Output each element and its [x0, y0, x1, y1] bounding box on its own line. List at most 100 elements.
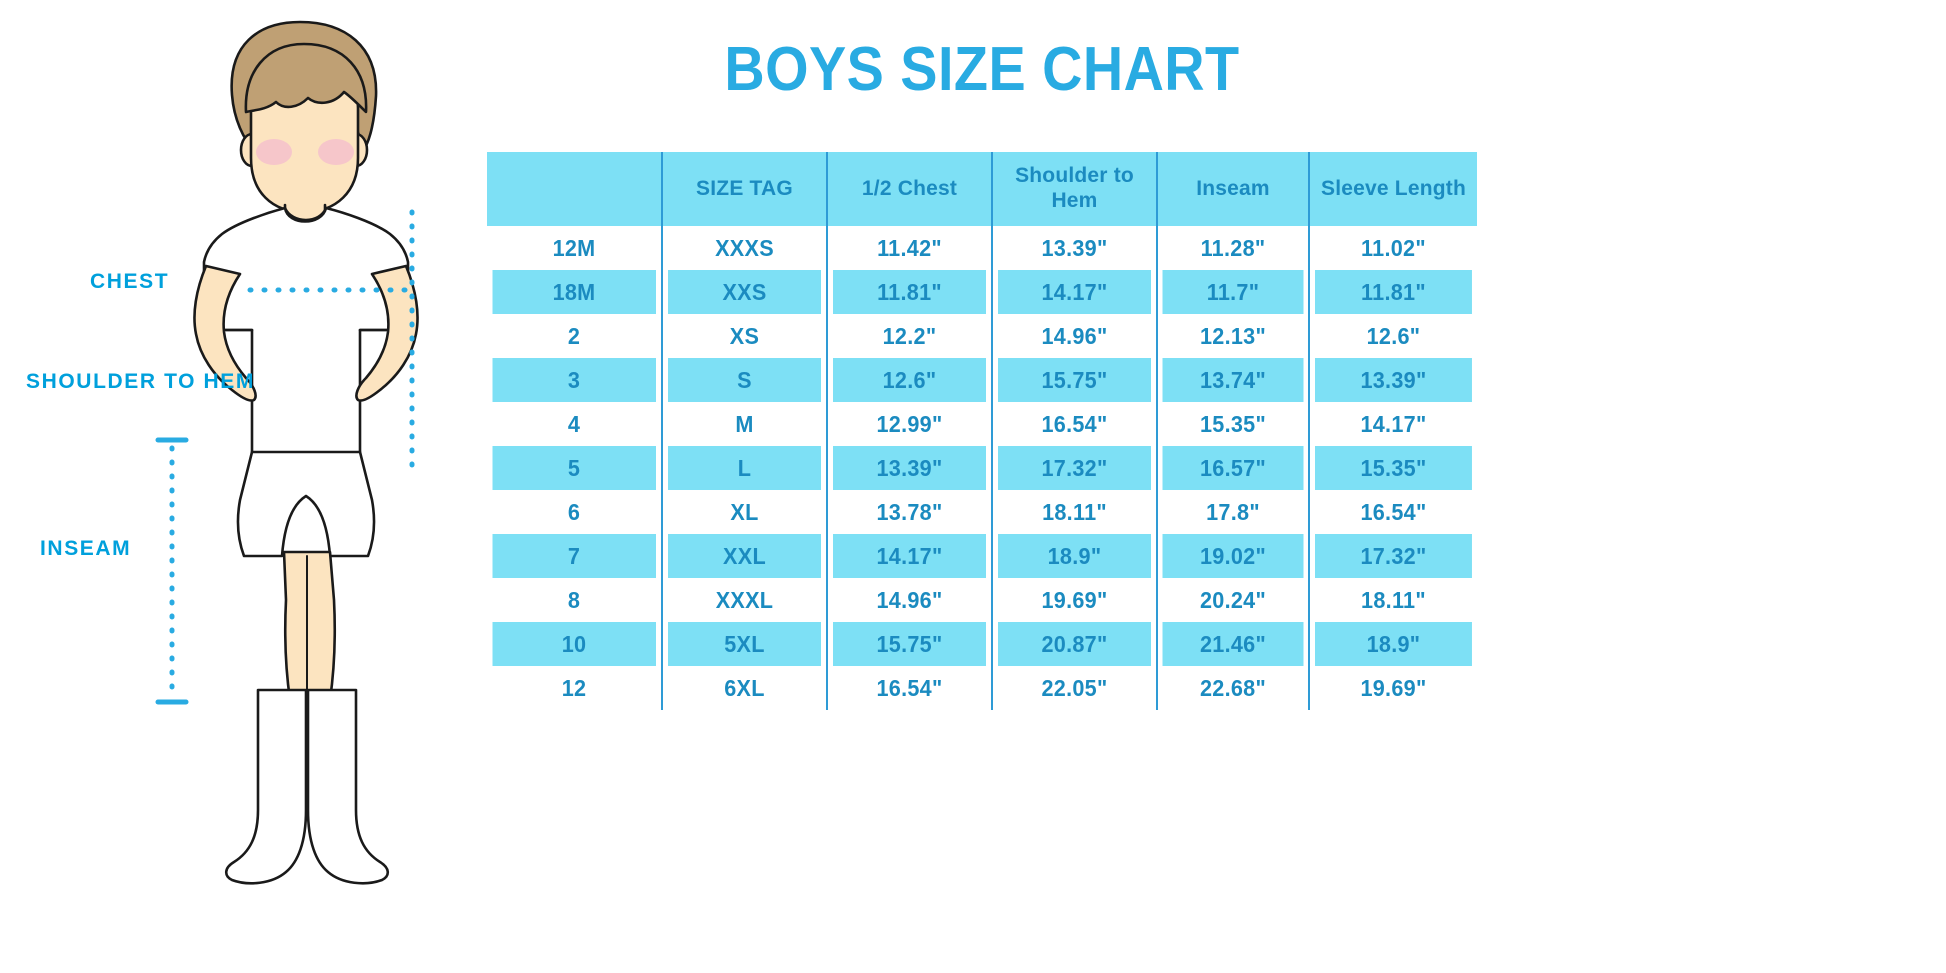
cell-sleeve-length: 15.35" — [1314, 446, 1472, 490]
cell-size-tag: XS — [666, 314, 823, 358]
cell-shoulder-to-hem: 20.87" — [996, 622, 1153, 666]
collar — [283, 206, 328, 222]
cell-half-chest: 15.75" — [831, 622, 988, 666]
cell-size: 3 — [492, 358, 658, 402]
table-row: 6 XL 13.78" 18.11" 17.8" 16.54" — [487, 490, 1477, 534]
column-header-half-chest: 1/2 Chest — [827, 152, 993, 226]
table-header-row: SIZE TAG 1/2 Chest Shoulder to Hem Insea… — [487, 152, 1477, 226]
cell-half-chest: 11.81" — [831, 270, 988, 314]
page-title: BOYS SIZE CHART — [724, 35, 1240, 104]
cell-sleeve-length: 18.11" — [1314, 578, 1472, 622]
cell-shoulder-to-hem: 18.11" — [996, 490, 1153, 534]
cheek-right — [318, 139, 354, 165]
cell-size-tag: L — [666, 446, 823, 490]
cell-size-tag: XXL — [666, 534, 823, 578]
cell-sleeve-length: 11.81" — [1314, 270, 1472, 314]
cell-sleeve-length: 11.02" — [1314, 226, 1472, 270]
cell-size: 7 — [492, 534, 658, 578]
cell-size: 10 — [492, 622, 658, 666]
cell-inseam: 22.68" — [1161, 666, 1306, 710]
table-row: 2 XS 12.2" 14.96" 12.13" 12.6" — [487, 314, 1477, 358]
cell-half-chest: 12.6" — [831, 358, 988, 402]
column-header-size — [487, 152, 663, 226]
tshirt — [202, 206, 410, 464]
column-header-inseam: Inseam — [1157, 152, 1310, 226]
column-header-shoulder-to-hem: Shoulder to Hem — [992, 152, 1158, 226]
cell-sleeve-length: 18.9" — [1314, 622, 1472, 666]
cell-inseam: 16.57" — [1161, 446, 1306, 490]
cell-shoulder-to-hem: 15.75" — [996, 358, 1153, 402]
table-row: 3 S 12.6" 15.75" 13.74" 13.39" — [487, 358, 1477, 402]
cell-size: 12M — [492, 226, 658, 270]
table-row: 18M XXS 11.81" 14.17" 11.7" 11.81" — [487, 270, 1477, 314]
table-row: 7 XXL 14.17" 18.9" 19.02" 17.32" — [487, 534, 1477, 578]
cell-size: 6 — [492, 490, 658, 534]
cell-size-tag: XXS — [666, 270, 823, 314]
cell-inseam: 21.46" — [1161, 622, 1306, 666]
cell-inseam: 20.24" — [1161, 578, 1306, 622]
table-body: 12M XXXS 11.42" 13.39" 11.28" 11.02" 18M XXS 11.… — [487, 226, 1477, 710]
shoe-left — [224, 688, 308, 885]
table-row: 10 5XL 15.75" 20.87" 21.46" 18.9" — [487, 622, 1477, 666]
cell-size-tag: XL — [666, 490, 823, 534]
cell-shoulder-to-hem: 14.96" — [996, 314, 1153, 358]
cell-shoulder-to-hem: 17.32" — [996, 446, 1153, 490]
cell-sleeve-length: 12.6" — [1314, 314, 1472, 358]
arm-right — [355, 264, 419, 402]
cell-size: 8 — [492, 578, 658, 622]
cell-half-chest: 13.39" — [831, 446, 988, 490]
measurement-label-chest: CHEST — [90, 270, 170, 293]
cell-half-chest: 14.17" — [831, 534, 988, 578]
column-header-size-tag: SIZE TAG — [662, 152, 828, 226]
measurement-label-inseam: INSEAM — [40, 537, 132, 560]
legs — [282, 550, 337, 702]
table-row: 4 M 12.99" 16.54" 15.35" 14.17" — [487, 402, 1477, 446]
cell-half-chest: 16.54" — [831, 666, 988, 710]
shorts — [236, 450, 376, 558]
shoe-right — [306, 688, 390, 885]
column-header-sleeve-length: Sleeve Length — [1309, 152, 1477, 226]
cell-shoulder-to-hem: 22.05" — [996, 666, 1153, 710]
cell-half-chest: 13.78" — [831, 490, 988, 534]
cell-inseam: 19.02" — [1161, 534, 1306, 578]
cell-sleeve-length: 17.32" — [1314, 534, 1472, 578]
cell-inseam: 12.13" — [1161, 314, 1306, 358]
cell-sleeve-length: 19.69" — [1314, 666, 1472, 710]
table-row: 5 L 13.39" 17.32" 16.57" 15.35" — [487, 446, 1477, 490]
cell-size-tag: S — [666, 358, 823, 402]
cell-half-chest: 11.42" — [831, 226, 988, 270]
arm-left — [193, 264, 257, 402]
cell-shoulder-to-hem: 19.69" — [996, 578, 1153, 622]
cell-size-tag: XXXS — [666, 226, 823, 270]
cell-half-chest: 12.99" — [831, 402, 988, 446]
table-row: 12M XXXS 11.42" 13.39" 11.28" 11.02" — [487, 226, 1477, 270]
cell-shoulder-to-hem: 16.54" — [996, 402, 1153, 446]
cell-inseam: 11.7" — [1161, 270, 1306, 314]
cell-shoulder-to-hem: 14.17" — [996, 270, 1153, 314]
cell-size: 18M — [492, 270, 658, 314]
cell-half-chest: 14.96" — [831, 578, 988, 622]
cell-sleeve-length: 14.17" — [1314, 402, 1472, 446]
cell-size: 5 — [492, 446, 658, 490]
cell-inseam: 15.35" — [1161, 402, 1306, 446]
cell-half-chest: 12.2" — [831, 314, 988, 358]
cell-size-tag: XXXL — [666, 578, 823, 622]
hair-fringe — [244, 42, 368, 114]
size-chart-table-wrapper: SIZE TAG 1/2 Chest Shoulder to Hem Insea… — [487, 152, 1477, 710]
boy-figure-illustration — [0, 0, 470, 973]
cell-inseam: 17.8" — [1161, 490, 1306, 534]
cell-size: 2 — [492, 314, 658, 358]
cell-size-tag: M — [666, 402, 823, 446]
cell-inseam: 13.74" — [1161, 358, 1306, 402]
table-row: 8 XXXL 14.96" 19.69" 20.24" 18.11" — [487, 578, 1477, 622]
cell-size: 4 — [492, 402, 658, 446]
cell-size-tag: 6XL — [666, 666, 823, 710]
cell-shoulder-to-hem: 13.39" — [996, 226, 1153, 270]
cell-size-tag: 5XL — [666, 622, 823, 666]
measurement-label-shoulder-to-hem: SHOULDER TO HEM — [26, 370, 255, 393]
cell-size: 12 — [492, 666, 658, 710]
cell-shoulder-to-hem: 18.9" — [996, 534, 1153, 578]
cell-sleeve-length: 16.54" — [1314, 490, 1472, 534]
cell-inseam: 11.28" — [1161, 226, 1306, 270]
